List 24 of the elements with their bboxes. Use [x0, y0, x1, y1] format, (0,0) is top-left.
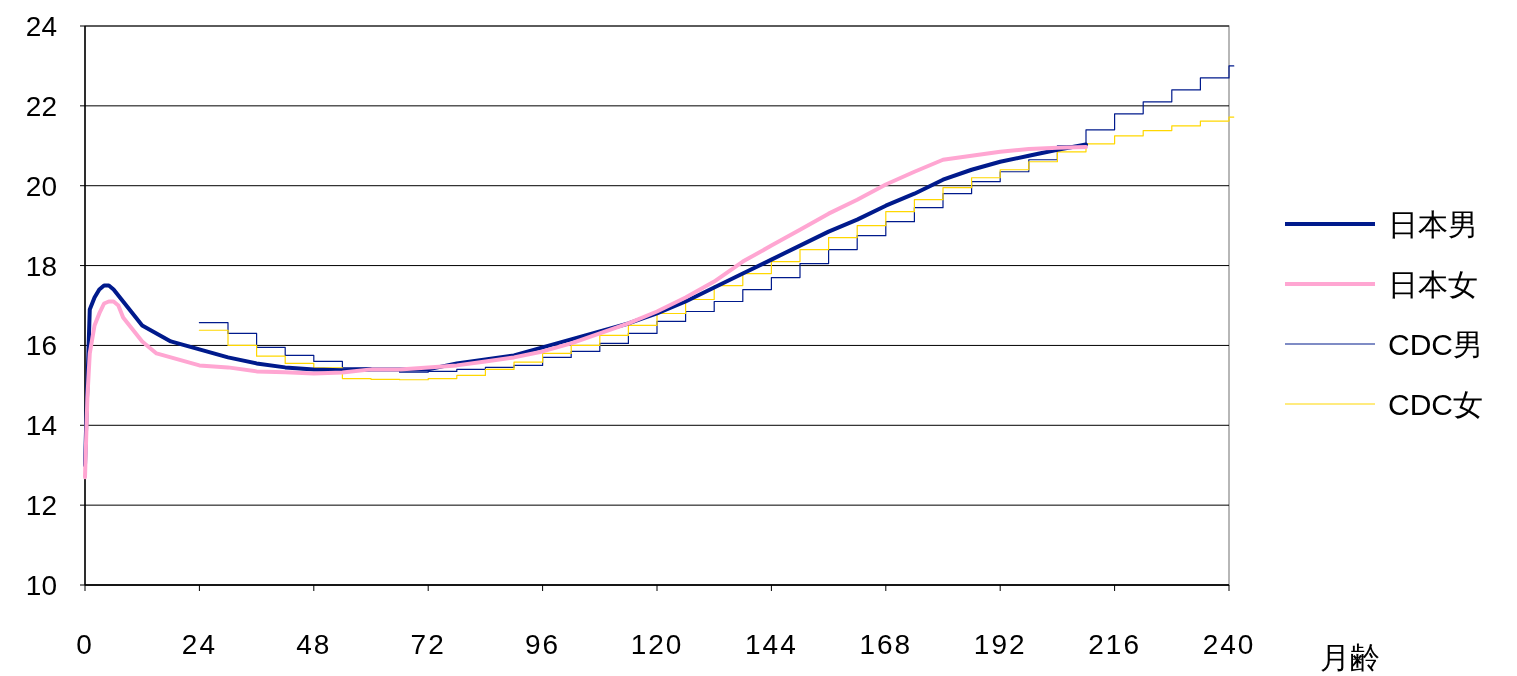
y-tick-label: 12: [25, 490, 57, 522]
x-tick-label: 192: [973, 629, 1027, 660]
x-tick-label: 48: [296, 629, 332, 660]
legend-label: CDC男: [1388, 328, 1483, 361]
y-tick-label: 16: [25, 330, 57, 362]
y-tick-label: 24: [25, 11, 57, 42]
x-tick-label: 216: [1088, 629, 1141, 660]
y-tick-label: 14: [25, 410, 57, 442]
y-tick-label: 10: [25, 570, 57, 601]
x-tick-label: 24: [181, 629, 217, 660]
x-tick-label: 120: [630, 629, 684, 660]
y-tick-label: 18: [25, 250, 57, 282]
legend-label: 日本女: [1388, 268, 1478, 301]
x-tick-label: 0: [76, 629, 94, 660]
x-tick-label: 144: [745, 629, 798, 660]
legend-label: CDC女: [1388, 388, 1483, 421]
x-tick-label: 72: [410, 629, 446, 660]
y-tick-label: 22: [25, 90, 57, 122]
y-tick-label: 20: [25, 170, 57, 202]
legend-label: 日本男: [1388, 208, 1478, 241]
x-tick-label: 240: [1202, 629, 1256, 660]
x-tick-label: 96: [525, 629, 561, 660]
x-axis-title: 月齢: [1320, 641, 1380, 674]
x-tick-label: 168: [859, 629, 913, 660]
